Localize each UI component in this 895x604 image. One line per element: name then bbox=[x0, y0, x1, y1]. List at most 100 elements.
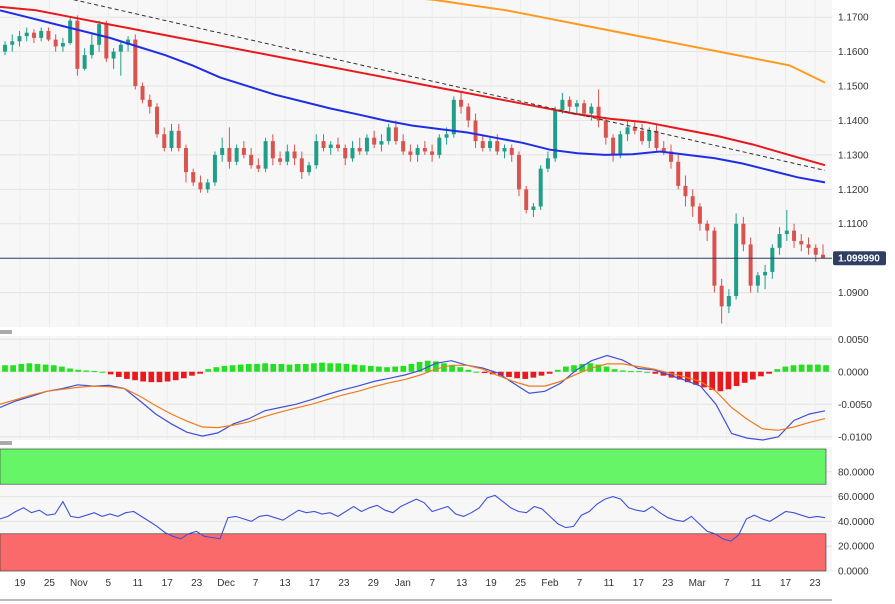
rsi-y-axis: 80.0000 60.0000 40.0000 20.0000 0.0000 bbox=[838, 467, 875, 577]
candle bbox=[821, 244, 825, 259]
x-tick-label: Jan bbox=[395, 578, 411, 589]
candle bbox=[770, 244, 775, 279]
candle-body bbox=[10, 41, 15, 45]
candle-body bbox=[538, 168, 543, 207]
candle bbox=[111, 48, 116, 69]
candle-body bbox=[422, 148, 427, 152]
macd-histogram-bar bbox=[790, 365, 797, 372]
candle-body bbox=[495, 141, 500, 152]
candle bbox=[46, 27, 51, 42]
macd-histogram-bar bbox=[798, 364, 805, 372]
candle bbox=[241, 141, 246, 159]
macd-histogram-bar bbox=[367, 365, 374, 372]
candle bbox=[502, 144, 507, 159]
macd-plot-bg bbox=[0, 336, 832, 440]
current-price-marker: 1.099990 bbox=[0, 251, 886, 266]
candle-body bbox=[625, 127, 630, 135]
rsi-oversold-zone bbox=[0, 533, 827, 572]
candle-body bbox=[256, 165, 261, 169]
macd-histogram-bar bbox=[595, 364, 602, 372]
candle bbox=[668, 144, 673, 169]
candle bbox=[147, 94, 152, 114]
candle-body bbox=[516, 154, 521, 190]
macd-histogram-bar bbox=[351, 364, 358, 372]
candle-body bbox=[393, 127, 398, 142]
candle bbox=[31, 29, 36, 44]
candle-body bbox=[147, 99, 152, 107]
price-tick-label: 1.1500 bbox=[838, 82, 869, 93]
macd-histogram-bar bbox=[611, 369, 618, 372]
candle bbox=[176, 123, 181, 152]
rsi-overbought-zone bbox=[0, 448, 827, 485]
macd-histogram-bar bbox=[400, 365, 407, 372]
x-tick-label: 29 bbox=[368, 578, 380, 589]
candle-body bbox=[155, 106, 160, 135]
x-tick-label: 25 bbox=[44, 578, 56, 589]
candle bbox=[17, 30, 22, 47]
candle-body bbox=[502, 148, 507, 152]
macd-histogram-bar bbox=[408, 363, 415, 372]
x-tick-label: Feb bbox=[541, 578, 559, 589]
candle bbox=[278, 151, 283, 166]
candle-body bbox=[654, 130, 659, 149]
macd-histogram-bar bbox=[34, 363, 41, 372]
macd-histogram-bar bbox=[254, 363, 260, 372]
candle-body bbox=[321, 141, 326, 149]
macd-histogram-bar bbox=[644, 371, 651, 373]
candle-body bbox=[647, 130, 652, 142]
macd-histogram-bar bbox=[514, 371, 520, 379]
rsi-tick-label: 20.0000 bbox=[838, 542, 875, 553]
candle-body bbox=[270, 141, 275, 159]
panel-resize-handle-2[interactable] bbox=[0, 441, 12, 445]
rsi-line bbox=[0, 494, 826, 542]
macd-histogram-bar bbox=[75, 369, 82, 372]
x-tick-label: 7 bbox=[724, 578, 730, 589]
candle bbox=[676, 154, 681, 190]
macd-histogram-bar bbox=[99, 371, 106, 373]
x-tick-label: 17 bbox=[633, 578, 645, 589]
candle bbox=[524, 185, 529, 214]
rsi-tick-label: 80.0000 bbox=[838, 467, 875, 478]
candle-body bbox=[603, 120, 608, 138]
candle-body bbox=[676, 161, 681, 186]
macd-histogram-bar bbox=[311, 363, 317, 372]
panel-resize-handle-1[interactable] bbox=[0, 330, 12, 334]
candle bbox=[263, 137, 268, 173]
macd-histogram-bar bbox=[579, 363, 585, 372]
macd-histogram-bar bbox=[766, 371, 772, 374]
candle-body bbox=[357, 148, 362, 152]
macd-histogram-bar bbox=[603, 366, 610, 372]
macd-histogram-bar bbox=[286, 364, 293, 372]
candle-body bbox=[618, 134, 623, 155]
macd-histogram-bar bbox=[782, 366, 789, 372]
candle bbox=[538, 165, 543, 210]
candle bbox=[336, 137, 340, 152]
candle-body bbox=[82, 55, 87, 69]
candle bbox=[437, 134, 442, 159]
candle bbox=[726, 289, 731, 314]
macd-histogram-bar bbox=[636, 371, 642, 373]
macd-histogram-bar bbox=[140, 371, 147, 382]
x-tick-label: 19 bbox=[486, 578, 498, 589]
candle bbox=[741, 216, 746, 252]
candle bbox=[227, 127, 232, 169]
candle bbox=[75, 15, 80, 76]
candle bbox=[299, 151, 304, 179]
macd-histogram-bar bbox=[327, 363, 333, 372]
macd-histogram-bar bbox=[530, 371, 537, 378]
candle-body bbox=[430, 151, 435, 155]
candle-body bbox=[661, 148, 666, 152]
x-tick-label: 13 bbox=[456, 578, 468, 589]
candle bbox=[393, 120, 398, 145]
sma_fast-line bbox=[0, 9, 826, 184]
x-tick-label: 17 bbox=[780, 578, 792, 589]
macd-histogram-bar bbox=[319, 362, 325, 372]
x-tick-label: 17 bbox=[162, 578, 174, 589]
rsi-panel: 80.0000 60.0000 40.0000 20.0000 0.0000 bbox=[0, 447, 875, 578]
candle bbox=[140, 82, 145, 104]
macd-histogram-bar bbox=[554, 369, 561, 372]
candle-body bbox=[227, 148, 232, 162]
candle bbox=[386, 123, 391, 145]
candle bbox=[611, 134, 616, 162]
candle-body bbox=[792, 230, 797, 241]
